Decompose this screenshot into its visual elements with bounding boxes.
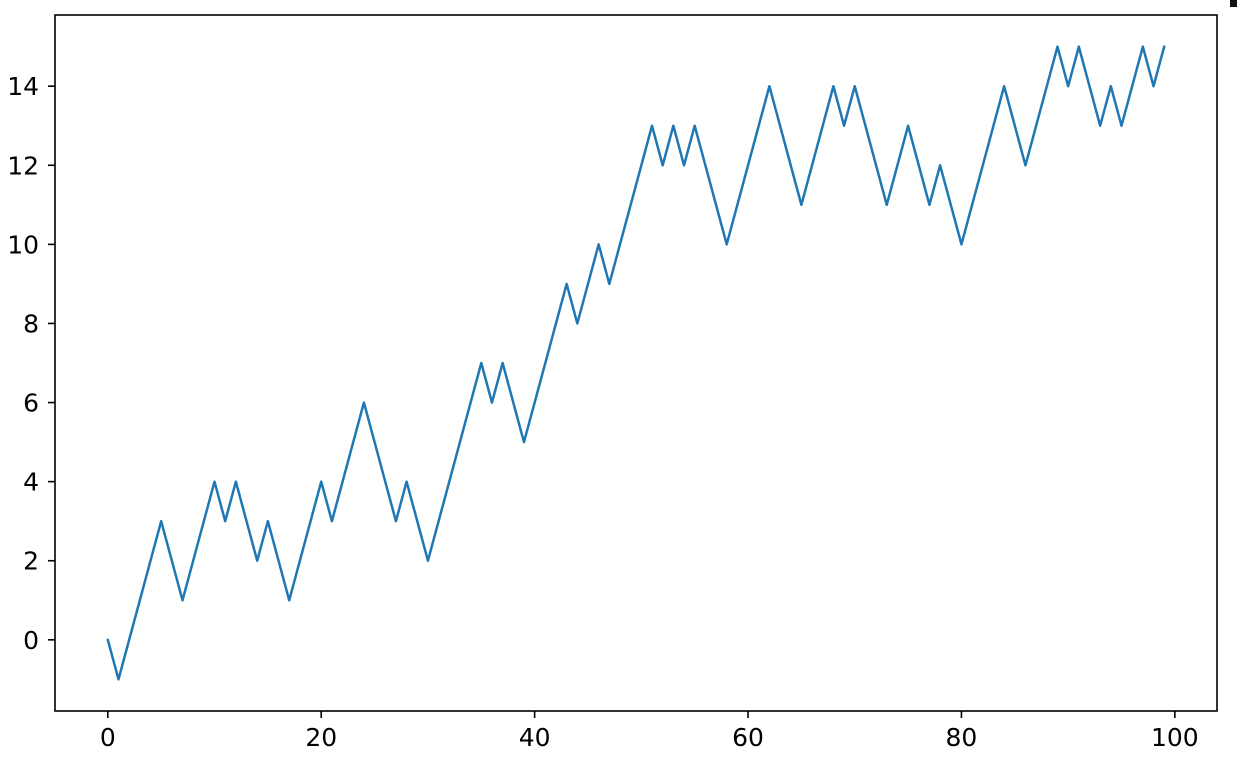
x-tick-label: 40 — [519, 723, 551, 752]
y-tick-label: 10 — [7, 230, 39, 259]
y-tick-label: 2 — [23, 547, 39, 576]
x-tick-label: 60 — [732, 723, 764, 752]
y-tick-label: 14 — [7, 72, 39, 101]
x-tick-label: 0 — [100, 723, 116, 752]
y-tick-label: 12 — [7, 151, 39, 180]
axes-spines — [54, 14, 1218, 712]
y-tick-label: 4 — [23, 468, 39, 497]
x-axis: 0 20 40 60 80 100 — [100, 711, 1199, 752]
x-tick-label: 100 — [1151, 723, 1199, 752]
x-tick-label: 20 — [305, 723, 337, 752]
x-tick-label: 80 — [946, 723, 978, 752]
random-walk-line-series — [106, 45, 1166, 681]
y-tick-label: 8 — [23, 309, 39, 338]
y-tick-label: 6 — [23, 389, 39, 418]
y-tick-label: 0 — [23, 626, 39, 655]
y-axis: 0 2 4 6 8 10 12 14 — [7, 72, 55, 655]
plot-area — [55, 15, 1217, 711]
screen-corner-artifact — [1230, 0, 1237, 7]
